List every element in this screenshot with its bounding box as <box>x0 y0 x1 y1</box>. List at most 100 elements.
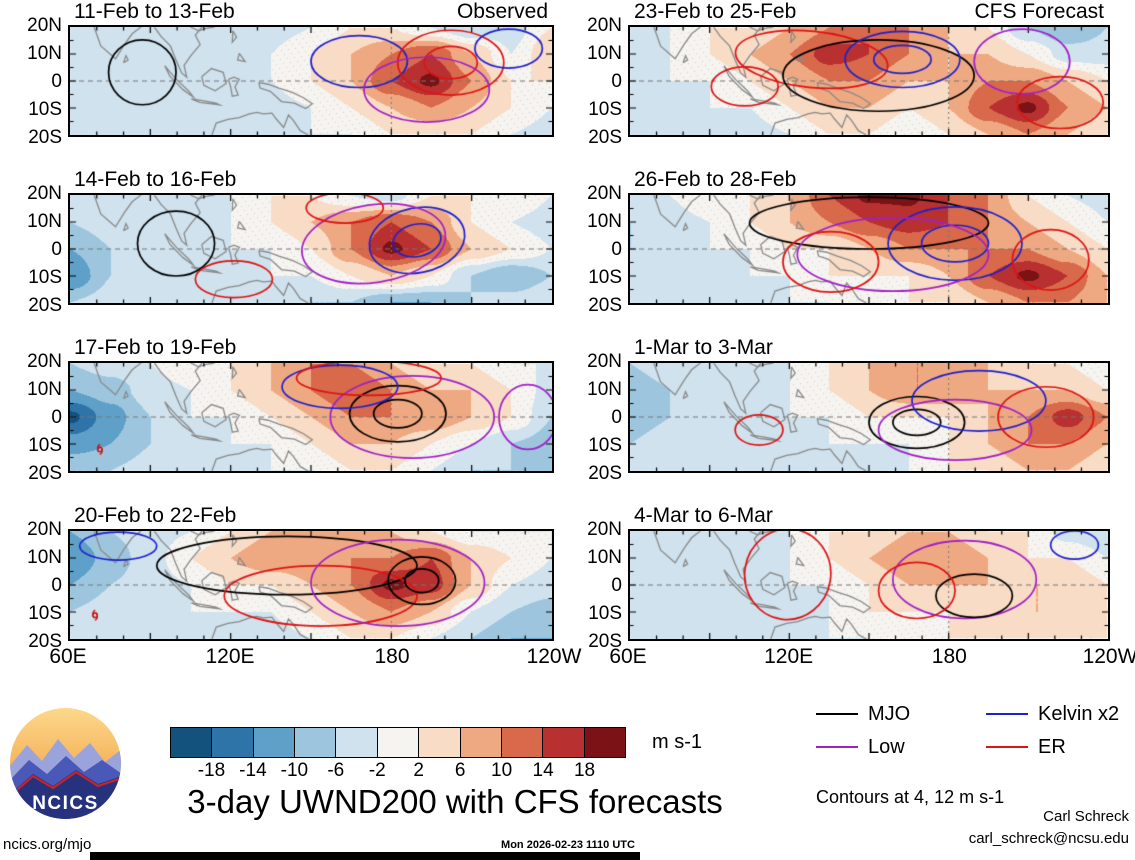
colorbar-tick-label: 10 <box>491 760 513 781</box>
panel-title: 11-Feb to 13-Feb <box>74 0 235 23</box>
lon-tick-label: 120W <box>526 645 582 668</box>
colorbar-cell <box>583 728 625 757</box>
logo-red-line <box>10 770 121 798</box>
lat-tick-label: 10S <box>588 267 622 288</box>
legend-item: ER <box>986 735 1135 759</box>
lat-tick-label: 20S <box>588 631 622 652</box>
lon-tick-label: 60E <box>49 645 87 668</box>
panel-title: 17-Feb to 19-Feb <box>74 336 237 359</box>
legend-item: Low <box>816 735 986 759</box>
panel-canvas <box>630 195 1108 303</box>
legend-line-sample <box>986 746 1028 748</box>
bottom-black-bar <box>90 852 640 860</box>
colorbar-tick-label: -10 <box>280 760 309 781</box>
ncics-logo: NCICS <box>10 708 121 819</box>
panel-plot <box>68 25 554 137</box>
colorbar-tick-label: 18 <box>573 760 596 781</box>
lat-tick-label: 10N <box>27 379 62 400</box>
lat-tick-label: 20N <box>27 351 62 372</box>
colorbar-cell <box>335 728 377 757</box>
legend-line-sample <box>986 713 1028 715</box>
colorbar-cell <box>542 728 584 757</box>
panel-plot <box>628 193 1110 305</box>
panel-canvas <box>630 363 1108 471</box>
lat-tick-label: 20N <box>587 183 622 204</box>
lat-tick-label: 20S <box>28 295 62 316</box>
colorbar-tick-label: 6 <box>454 760 466 781</box>
colorbar-tick-label: -18 <box>197 760 226 781</box>
lat-tick-label: 10S <box>588 435 622 456</box>
colorbar-cell <box>171 728 212 757</box>
lat-tick-label: 20N <box>27 183 62 204</box>
lat-tick-label: 0 <box>51 71 62 92</box>
column-header: CFS Forecast <box>974 0 1104 23</box>
legend-label: Kelvin x2 <box>1038 702 1120 725</box>
lat-tick-label: 20S <box>588 463 622 484</box>
lat-tick-label: 20N <box>27 15 62 36</box>
lat-tick-label: 20N <box>587 15 622 36</box>
lon-tick-label: 180 <box>374 645 410 668</box>
logo-text: NCICS <box>32 793 99 814</box>
panel-canvas <box>70 195 552 303</box>
colorbar-cell <box>252 728 295 757</box>
panel-plot <box>628 25 1110 137</box>
lat-tick-label: 20S <box>588 127 622 148</box>
units-label: m s-1 <box>652 731 702 753</box>
lat-tick-label: 10N <box>587 211 622 232</box>
colorbar-tick-label: -14 <box>239 760 267 781</box>
colorbar-tick-label: 14 <box>532 760 554 781</box>
lon-tick-label: 180 <box>931 645 967 668</box>
panel-plot <box>68 529 554 641</box>
legend-item: Kelvin x2 <box>986 702 1135 726</box>
column-header: Observed <box>456 0 548 23</box>
colorbar-cell <box>500 728 543 757</box>
legend-label: MJO <box>868 702 911 725</box>
lon-tick-label: 120E <box>205 645 255 668</box>
legend-line-sample <box>816 713 858 715</box>
lat-tick-label: 10S <box>588 603 622 624</box>
lat-tick-label: 0 <box>51 239 62 260</box>
lat-tick-label: 20N <box>587 351 622 372</box>
legend-line-sample <box>816 746 858 748</box>
lat-tick-label: 0 <box>611 239 622 260</box>
legend-item: MJO <box>816 702 986 726</box>
panel-title: 23-Feb to 25-Feb <box>634 0 797 23</box>
panel-canvas <box>630 531 1108 639</box>
credit-email: carl_schreck@ncsu.edu <box>968 830 1129 847</box>
lat-tick-label: 0 <box>611 71 622 92</box>
lat-tick-label: 20S <box>28 127 62 148</box>
lat-tick-label: 10S <box>28 267 62 288</box>
credit-name: Carl Schreck <box>1043 808 1129 825</box>
lat-tick-label: 10N <box>27 211 62 232</box>
panel-canvas <box>70 531 552 639</box>
lat-tick-label: 10N <box>587 43 622 64</box>
colorbar-tick-label: -6 <box>327 760 345 781</box>
panel-plot <box>68 193 554 305</box>
panel-title: 1-Mar to 3-Mar <box>634 336 773 359</box>
panel-title: 14-Feb to 16-Feb <box>74 168 237 191</box>
panel-plot <box>628 361 1110 473</box>
colorbar-tick-label: 2 <box>413 760 425 781</box>
lat-tick-label: 20N <box>587 519 622 540</box>
lat-tick-label: 10S <box>28 99 62 120</box>
panel-title: 20-Feb to 22-Feb <box>74 504 237 527</box>
lat-tick-label: 20S <box>28 631 62 652</box>
lat-tick-label: 20N <box>27 519 62 540</box>
timestamp: Mon 2026-02-23 1110 UTC <box>501 839 635 851</box>
lat-tick-label: 10S <box>28 435 62 456</box>
lat-tick-label: 10N <box>27 547 62 568</box>
site-text: ncics.org/mjo <box>3 836 92 853</box>
lat-tick-label: 10N <box>27 43 62 64</box>
lat-tick-label: 10N <box>587 379 622 400</box>
panel-plot <box>628 529 1110 641</box>
panel-canvas <box>630 27 1108 135</box>
figure-title: 3-day UWND200 with CFS forecasts <box>187 783 723 820</box>
legend: MJO Kelvin x2 Low ER <box>816 702 1135 759</box>
lat-tick-label: 0 <box>611 575 622 596</box>
lon-tick-label: 120W <box>1082 645 1135 668</box>
lat-tick-label: 20S <box>588 295 622 316</box>
lat-tick-label: 10N <box>587 547 622 568</box>
colorbar <box>170 727 626 758</box>
lat-tick-label: 10S <box>28 603 62 624</box>
